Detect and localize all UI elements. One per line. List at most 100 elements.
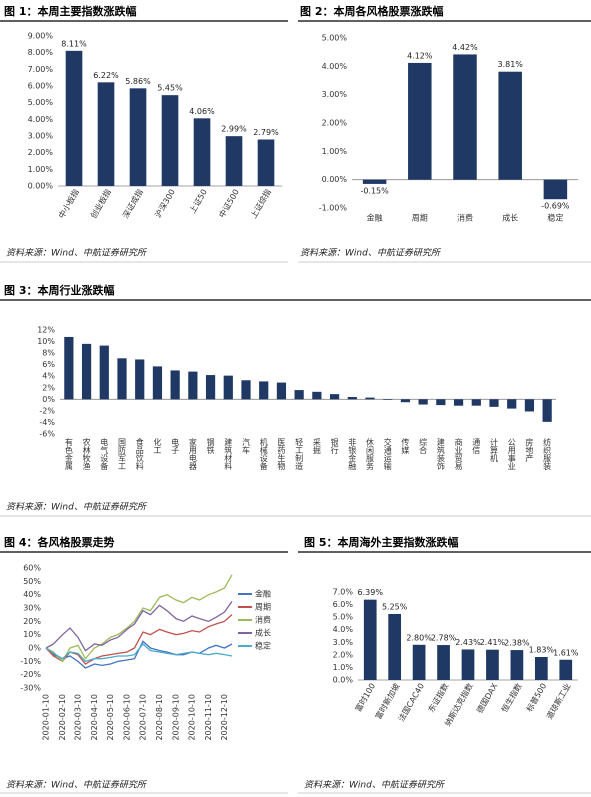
y-tick-label: 6.0% — [333, 600, 354, 609]
y-tick-label: 8.00% — [28, 48, 54, 57]
x-tick-label: 恒生指数 — [499, 681, 524, 714]
source-note: 资料来源：Wind、中航证券研究所 — [300, 248, 442, 259]
x-tick-label: 化工 — [153, 437, 162, 454]
y-tick-label: 9.00% — [28, 32, 54, 41]
bar — [543, 179, 568, 200]
line-series — [45, 600, 233, 652]
x-tick-label: 成长 — [502, 213, 518, 223]
x-tick-label: 非银金融 — [348, 437, 357, 471]
bar — [510, 650, 524, 680]
bar — [225, 136, 243, 186]
x-tick-label: 2020-01-10 — [42, 694, 51, 741]
x-tick-label: 休闲服务 — [366, 437, 375, 471]
x-tick-label: 标普500 — [524, 681, 548, 713]
y-tick-label: 6% — [42, 360, 55, 369]
x-tick-label: 房地产 — [525, 437, 534, 463]
x-tick-label: 周期 — [412, 214, 428, 223]
bar — [412, 644, 426, 680]
y-tick-label: 4.0% — [333, 625, 354, 634]
bar — [418, 399, 428, 405]
x-tick-label: 道琼斯工业 — [544, 681, 573, 721]
value-label: 5.25% — [382, 603, 408, 612]
y-tick-label: 7.00% — [28, 65, 54, 74]
y-tick-label: 0% — [42, 395, 55, 404]
bar — [276, 382, 287, 400]
value-label: 4.42% — [452, 43, 478, 52]
y-tick-label: -30% — [20, 684, 41, 693]
bar — [453, 399, 464, 406]
y-tick-label: 12% — [37, 326, 55, 335]
bar — [507, 399, 517, 409]
bar — [205, 375, 216, 400]
x-tick-label: 交通运输 — [383, 437, 392, 471]
bar — [64, 336, 74, 400]
bar — [453, 54, 477, 180]
x-tick-label: 钢铁 — [206, 437, 215, 455]
bar — [489, 399, 499, 407]
x-tick-label: 银行 — [330, 437, 339, 455]
x-tick-label: 纺织服装 — [543, 437, 552, 471]
bar — [152, 366, 163, 400]
figure-caption: 图 1：本周主要指数涨跌幅 — [4, 4, 136, 18]
value-label: 2.41% — [480, 638, 506, 647]
bar — [97, 82, 115, 186]
bar — [498, 71, 522, 180]
source-note: 资料来源：Wind、中航证券研究所 — [6, 780, 148, 791]
x-tick-label: 中证500 — [217, 187, 241, 219]
bar — [65, 50, 83, 187]
value-label: 3.81% — [497, 60, 523, 69]
y-tick-label: 4.00% — [322, 62, 348, 71]
value-label: -0.15% — [360, 186, 389, 195]
bar — [362, 179, 387, 184]
bar — [436, 399, 446, 406]
bar — [294, 390, 304, 400]
figure-caption: 图 4：各风格股票走势 — [4, 535, 114, 549]
x-tick-label: 2020-06-10 — [123, 694, 132, 741]
x-tick-label: 综合 — [419, 437, 428, 455]
bar — [400, 399, 411, 403]
bar — [534, 656, 548, 680]
x-tick-label: 公用事业 — [507, 438, 516, 470]
x-tick-label: 2020-09-10 — [172, 694, 181, 741]
y-tick-label: 40% — [23, 590, 41, 599]
x-tick-label: 国防军工 — [118, 438, 127, 470]
y-tick-label: 7.0% — [333, 588, 354, 597]
y-tick-label: -4% — [39, 418, 55, 427]
y-tick-label: 2% — [42, 383, 55, 392]
y-tick-label: 20% — [23, 617, 41, 626]
x-tick-label: 电子 — [171, 437, 180, 454]
x-tick-label: 有色金属 — [64, 437, 73, 471]
bar — [461, 649, 475, 680]
y-tick-label: 1.00% — [28, 165, 54, 174]
y-tick-label: 2.00% — [322, 119, 348, 128]
x-tick-label: 2020-11-10 — [204, 694, 213, 741]
value-label: 2.80% — [406, 633, 432, 642]
y-tick-label: 0.00% — [322, 175, 348, 184]
y-tick-label: 4% — [42, 372, 55, 381]
value-label: 8.11% — [61, 39, 87, 48]
value-label: 2.99% — [221, 125, 247, 134]
x-tick-label: 2020-02-10 — [58, 694, 67, 741]
y-tick-label: -1.00% — [319, 204, 348, 213]
value-label: 5.45% — [157, 84, 183, 93]
x-tick-label: 2020-10-10 — [188, 694, 197, 741]
x-tick-label: 机械设备 — [259, 437, 268, 471]
x-tick-label: 食品饮料 — [135, 437, 144, 471]
x-tick-label: 富时新加坡 — [373, 681, 402, 721]
legend-label: 稳定 — [255, 641, 271, 651]
y-tick-label: 10% — [23, 630, 41, 639]
line-series — [45, 574, 233, 663]
y-tick-label: 2.00% — [28, 148, 54, 157]
bar — [259, 381, 269, 400]
bar — [524, 399, 535, 412]
x-tick-label: 汽车 — [242, 437, 251, 455]
y-tick-label: -6% — [39, 430, 55, 439]
x-tick-label: 上证50 — [188, 188, 209, 215]
x-tick-label: 2020-07-10 — [138, 694, 147, 741]
x-tick-label: 上证综指 — [248, 187, 273, 220]
x-tick-label: 2020-08-10 — [155, 694, 164, 741]
bar — [363, 599, 377, 680]
bar — [365, 397, 375, 400]
y-tick-label: -20% — [20, 670, 41, 679]
value-label: 2.78% — [431, 634, 457, 643]
